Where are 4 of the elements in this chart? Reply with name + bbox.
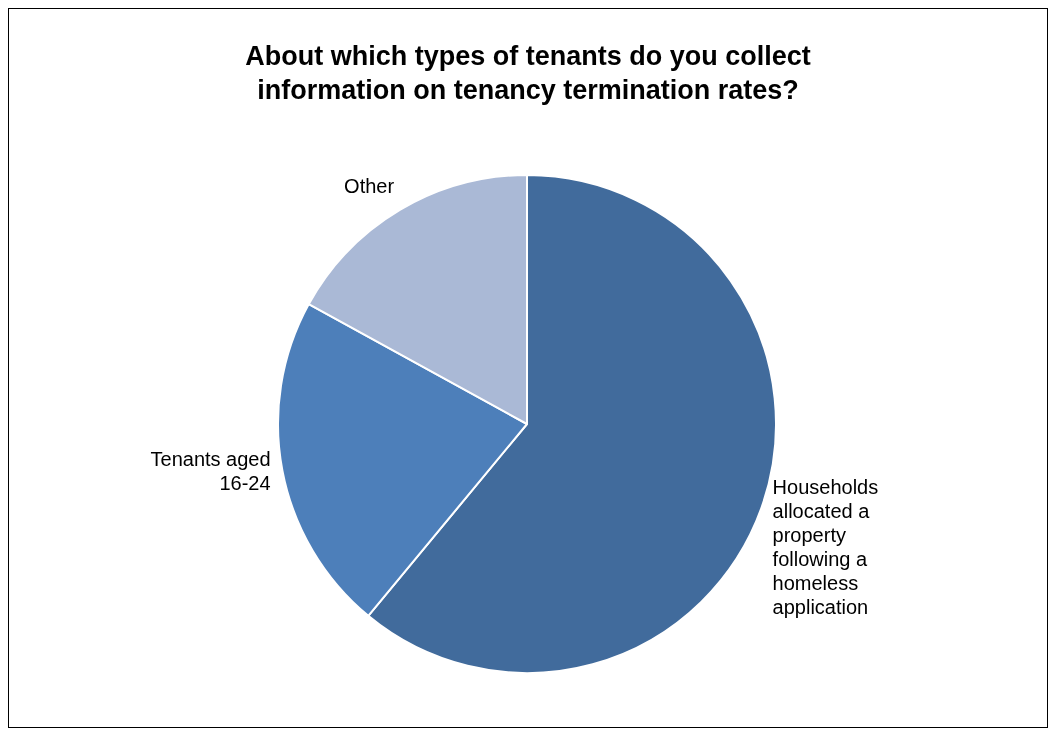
chart-title: About which types of tenants do you collect information on tenancy termination rates? [244,40,812,107]
slice-label: Other [344,174,395,197]
slice-label: Tenants aged 16-24 [150,448,271,495]
slice-label: Households allocated a property following a homeless application [772,475,879,618]
